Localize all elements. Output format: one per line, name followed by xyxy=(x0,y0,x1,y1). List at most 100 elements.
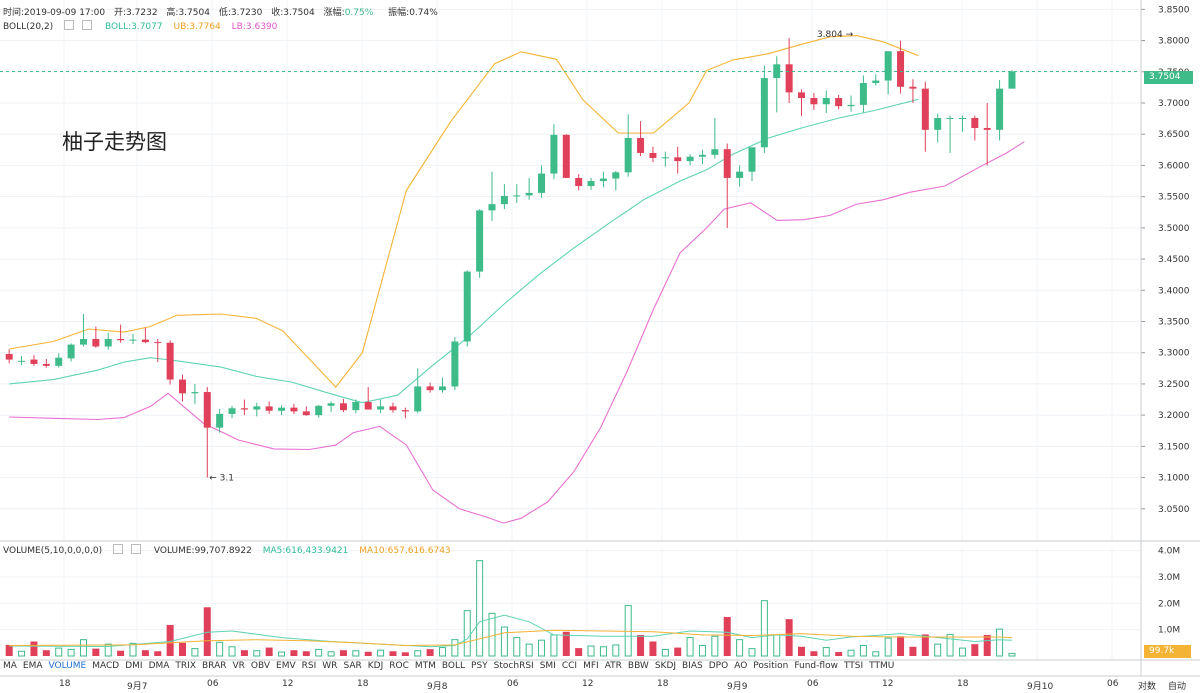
auto-scale-toggle[interactable]: 自动 xyxy=(1168,682,1187,692)
indicator-tab-roc[interactable]: ROC xyxy=(389,661,409,671)
volume-bar-up xyxy=(513,637,521,657)
indicator-tab-macd[interactable]: MACD xyxy=(92,661,120,671)
indicator-tab-kdj[interactable]: KDJ xyxy=(367,661,384,671)
time-tick-label: 06 xyxy=(1107,679,1119,689)
candle-up xyxy=(624,137,632,173)
volume-bar-down xyxy=(5,644,13,656)
candle-up xyxy=(488,204,496,211)
volume-bar-up xyxy=(599,646,607,657)
indicator-tab-ma[interactable]: MA xyxy=(3,661,17,671)
indicator-tab-cci[interactable]: CCI xyxy=(561,661,578,671)
indicator-tab-trix[interactable]: TRIX xyxy=(175,661,196,671)
candle-up xyxy=(315,405,323,416)
indicator-tab-bias[interactable]: BIAS xyxy=(682,661,703,671)
indicator-tab-stochrsi[interactable]: StochRSI xyxy=(493,661,534,671)
header-time: 时间:2019-09-09 17:00 xyxy=(3,8,106,18)
volume-bar-down xyxy=(637,634,645,656)
time-tick-label: 18 xyxy=(59,679,71,689)
volume-bar-down xyxy=(92,648,100,656)
watermark-title: 柚子走势图 xyxy=(62,130,167,154)
indicator-tab-dma[interactable]: DMA xyxy=(148,661,170,671)
indicator-tabs: MA EMA VOLUME MACD DMI DMA TRIX BRAR VR OBV EMV RSI… xyxy=(0,661,1140,675)
volume-bar-down xyxy=(897,636,905,656)
indicator-tab-sar[interactable]: SAR xyxy=(343,661,362,671)
indicator-tab-volume[interactable]: VOLUME xyxy=(48,661,87,671)
boll-legend: BOLL(20,2) BOLL:3.7077 UB:3.7764 LB:3.63… xyxy=(3,20,285,32)
candle-up xyxy=(934,117,942,130)
price-tick-label: 3.8000 xyxy=(1158,37,1190,47)
volume-bar-down xyxy=(290,650,298,656)
indicator-tab-skdj[interactable]: SKDJ xyxy=(654,661,677,671)
volume-bar-up xyxy=(872,651,880,657)
volume-bar-down xyxy=(302,651,310,656)
candle-down xyxy=(723,149,731,178)
indicator-tab-wr[interactable]: WR xyxy=(322,661,338,671)
candle-up xyxy=(859,83,867,105)
indicator-tab-dpo[interactable]: DPO xyxy=(708,661,729,671)
volume-legend: VOLUME(5,10,0,0,0,0) VOLUME:99,707.8922 … xyxy=(3,544,459,556)
price-tick-label: 3.2000 xyxy=(1158,411,1190,421)
indicator-tab-rsi[interactable]: RSI xyxy=(301,661,317,671)
indicator-tab-emv[interactable]: EMV xyxy=(276,661,296,671)
volume-bar-up xyxy=(253,650,261,657)
candle-up xyxy=(129,339,137,341)
log-scale-toggle[interactable]: 对数 xyxy=(1138,682,1157,692)
indicator-tab-position[interactable]: Position xyxy=(753,661,789,671)
candle-up xyxy=(18,360,26,362)
indicator-tab-atr[interactable]: ATR xyxy=(604,661,622,671)
volume-bar-down xyxy=(339,650,347,656)
candle-down xyxy=(909,86,917,89)
boll-upper-band xyxy=(9,35,919,388)
indicator-tab-ttmu[interactable]: TTMU xyxy=(869,661,895,671)
volume-name: VOLUME(5,10,0,0,0,0) xyxy=(3,546,103,556)
candle-down xyxy=(674,157,682,162)
volume-bar-down xyxy=(203,607,211,656)
volume-bar-down xyxy=(364,651,372,656)
price-tick-label: 3.4000 xyxy=(1158,286,1190,296)
time-axis: 18 9月7 06 12 18 9月8 06 12 18 9月9 06 12 18 9月10 06 对数 自动 xyxy=(0,676,1200,693)
volume-bar-up xyxy=(278,651,286,657)
indicator-tab-mfi[interactable]: MFI xyxy=(583,661,599,671)
indicator-tab-boll[interactable]: BOLL xyxy=(441,661,466,671)
settings-icon[interactable] xyxy=(64,20,75,30)
candle-up xyxy=(872,80,880,84)
volume-bar-up xyxy=(55,647,63,657)
indicator-tab-ttsi[interactable]: TTSI xyxy=(843,661,864,671)
volume-bar-down xyxy=(389,651,397,656)
volume-bar-up xyxy=(538,639,546,657)
close-icon[interactable] xyxy=(82,20,93,30)
header-low: 低:3.7230 xyxy=(218,8,263,18)
indicator-tab-psy[interactable]: PSY xyxy=(471,661,488,671)
volume-bar-up xyxy=(438,647,446,657)
candle-down xyxy=(785,64,793,93)
candle-up xyxy=(698,154,706,157)
indicator-tab-ao[interactable]: AO xyxy=(734,661,748,671)
price-tick-label: 3.4500 xyxy=(1158,255,1190,265)
indicator-tab-ema[interactable]: EMA xyxy=(22,661,43,671)
indicator-tab-mtm[interactable]: MTM xyxy=(414,661,436,671)
price-tick-label: 3.3500 xyxy=(1158,318,1190,328)
indicator-tab-smi[interactable]: SMI xyxy=(539,661,556,671)
close-icon[interactable] xyxy=(130,544,141,554)
indicator-tab-bbw[interactable]: BBW xyxy=(627,661,649,671)
volume-bar-up xyxy=(1008,652,1016,657)
indicator-tab-vr[interactable]: VR xyxy=(232,661,245,671)
volume-bar-up xyxy=(377,649,385,657)
volume-bar-up xyxy=(67,648,75,657)
candle-down xyxy=(141,339,149,343)
boll-ub-value: UB:3.7764 xyxy=(173,22,221,32)
time-tick-label: 06 xyxy=(507,679,519,689)
candle-down xyxy=(921,88,929,130)
indicator-tab-obv[interactable]: OBV xyxy=(250,661,271,671)
indicator-tab-dmi[interactable]: DMI xyxy=(125,661,143,671)
volume-bar-up xyxy=(500,626,508,657)
candle-up xyxy=(711,149,719,155)
candle-up xyxy=(79,338,87,345)
indicator-tab-brar[interactable]: BRAR xyxy=(202,661,227,671)
settings-icon[interactable] xyxy=(112,544,123,554)
candle-up xyxy=(327,403,335,406)
indicator-tab-fund-flow[interactable]: Fund-flow xyxy=(794,661,838,671)
candle-down xyxy=(835,98,843,107)
candle-up xyxy=(500,196,508,205)
